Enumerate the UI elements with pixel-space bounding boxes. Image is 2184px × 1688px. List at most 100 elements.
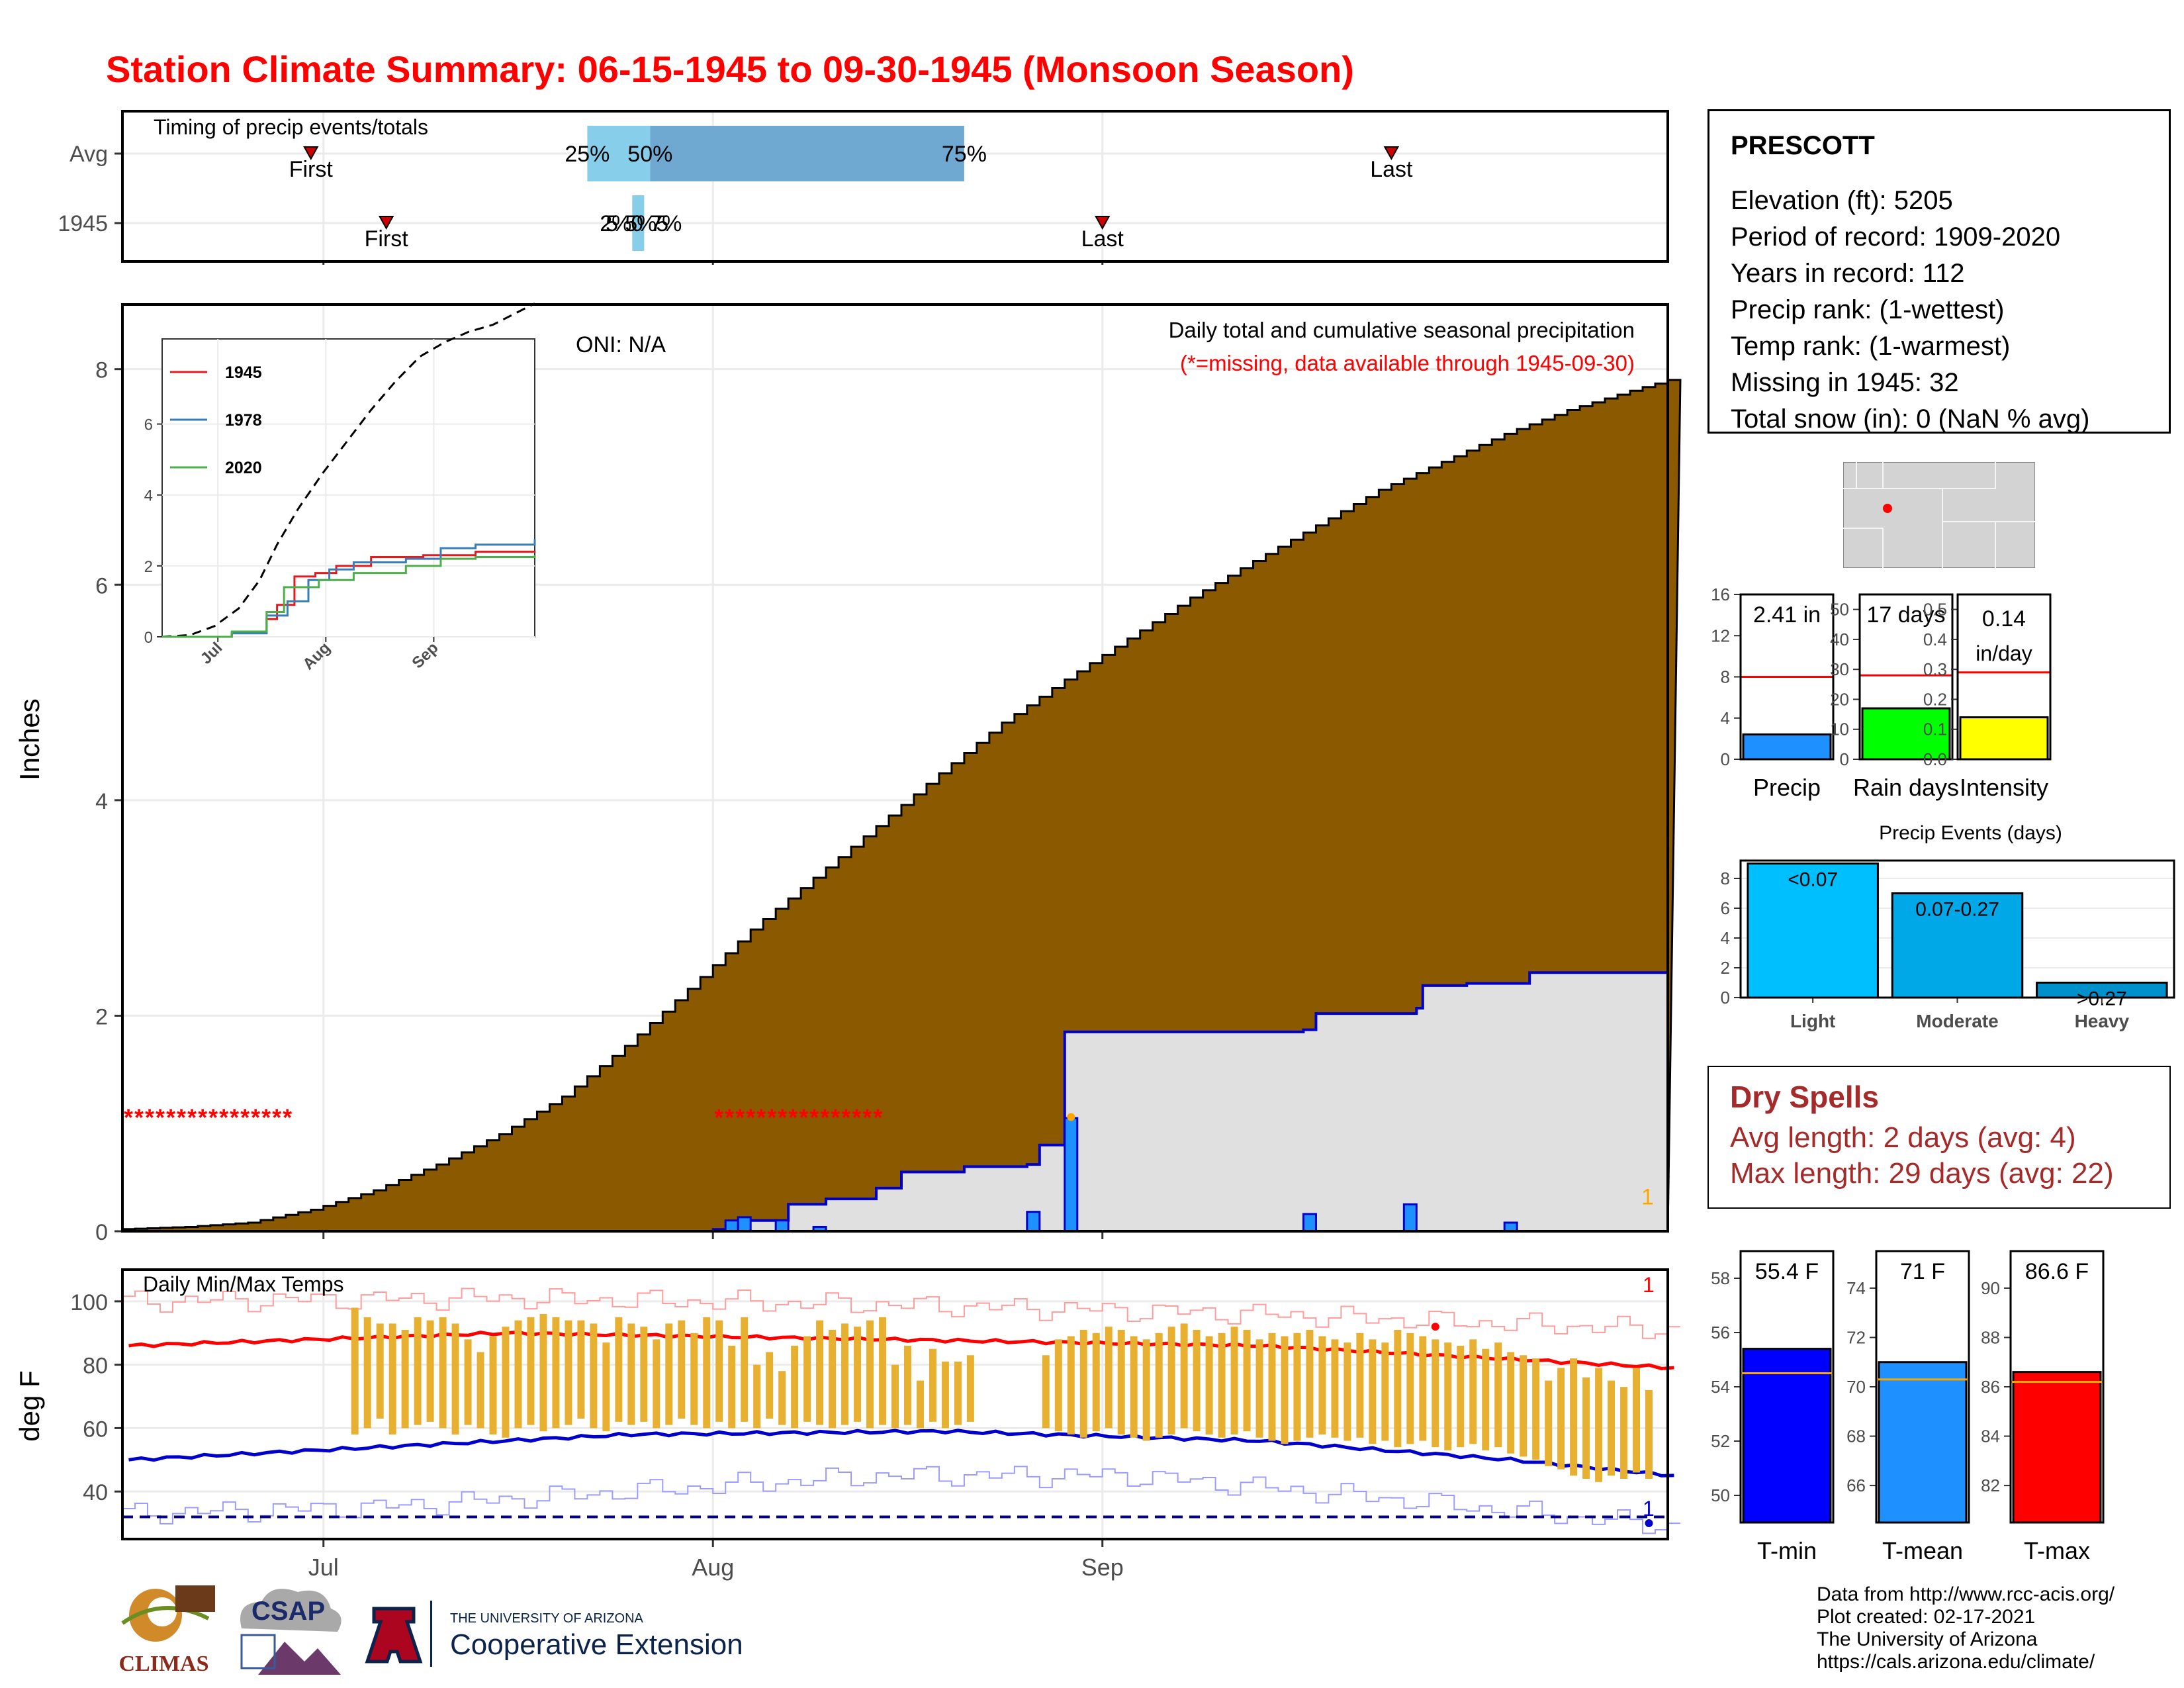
daily-temp-bar [640,1327,648,1422]
daily-temp-bar [703,1317,711,1429]
daily-temp-bar [1268,1333,1276,1441]
daily-precip-bar [1302,1213,1317,1233]
gauge-tick-label: 20 [1830,689,1849,709]
station-info-box: PRESCOTT Elevation (ft): 5205 Period of … [1707,109,2171,434]
inset-series-avg [161,303,535,638]
gauge-tick-label: 54 [1711,1377,1730,1397]
gauge-tick-label: 68 [1846,1427,1866,1446]
daily-temp-bar [728,1345,736,1429]
daily-temp-bar [539,1314,547,1432]
gauge-tick-label: 40 [1830,630,1849,649]
gauge-bar-Intensity [1959,716,2049,761]
temp-x-tick-label: Jul [308,1554,339,1581]
dry-spells-avg: Avg length: 2 days (avg: 4) [1730,1121,2076,1154]
daily-temp-bar [665,1323,673,1425]
temp-corner-bottom: 1 [1643,1497,1655,1521]
events-y-tick-label: 8 [1721,868,1730,888]
daily-precip-bar [1402,1203,1418,1233]
daily-temp-bar [753,1364,761,1429]
gauge-value-label: 55.4 F [1755,1259,1819,1284]
precip-chart: 0 2 4 6 8 **************** **************** 1 0 2… [95,303,1682,1244]
daily-temp-bar [1394,1329,1402,1448]
gauge-tick-label: 8 [1721,667,1730,687]
daily-temp-bar [627,1323,635,1425]
gauge-frame [1956,593,2052,761]
daily-temp-bar [715,1320,723,1422]
daily-temp-bar [502,1327,510,1438]
gauge-tick-label: 82 [1981,1476,2000,1495]
daily-temp-bar [401,1329,409,1429]
record-low-marker [1645,1519,1653,1528]
daily-temp-bar [1067,1336,1075,1434]
daily-temp-bar [1532,1358,1540,1460]
daily-temp-bar [565,1320,572,1425]
daily-temp-bar [439,1317,447,1429]
credit-url: https://cals.arizona.edu/climate/ [1817,1651,2095,1673]
gauge-name-label: T-min [1757,1537,1817,1564]
temperature-chart: Jul Aug Sep 40 60 80 100 1 1 [70,1268,1680,1581]
timing-row-label: 1945 [58,211,108,236]
gauge-name-label: Intensity [1960,774,2048,801]
daily-temp-bar [879,1317,887,1425]
daily-temp-bar [1381,1342,1389,1441]
events-frame [1739,859,2175,999]
daily-temp-bar [1419,1336,1427,1441]
gauge-tick-label: 88 [1981,1327,2000,1347]
daily-temp-bar [854,1327,862,1422]
gauge-bar-T-min [1742,1348,1832,1524]
daily-temp-bar [891,1364,899,1429]
daily-temp-bar [1117,1329,1125,1434]
daily-temp-bar [615,1317,623,1422]
avg-cumulative-area [121,379,1682,1233]
gauge-value-label: 17 days [1866,602,1945,628]
daily-temp-bar [1595,1368,1603,1482]
precip-rank-line: Precip rank: (1-wettest) [1731,295,2005,324]
avg-last-label: Last [1370,157,1413,182]
daily-temp-bar [1281,1336,1289,1444]
gauge-tick-label: 72 [1846,1327,1866,1347]
gauge-tick-label: 84 [1981,1427,2000,1446]
events-y-tick-label: 2 [1721,958,1730,978]
daily-temp-bar [426,1320,434,1422]
timing-panel-label: Timing of precip events/totals [154,115,428,139]
avg-first-marker [303,146,319,161]
temp-y-tick-label: 40 [83,1480,108,1505]
daily-temp-bar [414,1317,422,1425]
daily-temp-bar [489,1336,497,1434]
credit-data-source: Data from http://www.rcc-acis.org/ [1817,1583,2115,1605]
events-category-label: Moderate [1916,1011,1998,1031]
precip-x-tick-label: Aug [712,1230,713,1232]
gauge-frame [1875,1250,1970,1524]
avg-50-75-bar [650,126,964,181]
daily-temp-bar [1079,1329,1087,1438]
daily-temp-bar [778,1371,786,1425]
daily-temp-bar [916,1380,924,1429]
elevation-line: Elevation (ft): 5205 [1731,186,1953,215]
ua-logo [361,1602,427,1671]
timing-row-label: Avg [69,142,108,167]
temp-chart-label: Daily Min/Max Temps [143,1272,344,1296]
ua-logo-small-text: THE UNIVERSITY OF ARIZONA [450,1611,643,1626]
station-details: Elevation (ft): 5205 Period of record: 1… [1731,183,2089,438]
daily-temp-bar [514,1320,522,1429]
gauge-tick-label: 16 [1711,585,1730,604]
gauge-tick-label: 30 [1830,659,1849,679]
gauge-tick-label: 0.5 [1923,600,1947,620]
location-map [1843,462,2035,568]
daily-temp-bar [1582,1377,1590,1479]
daily-temp-bar [388,1323,396,1434]
inset-y-tick-label: 6 [144,416,153,434]
temp-y-axis-label: deg F [14,1370,45,1442]
daily-temp-bar [829,1329,837,1429]
gauge-tick-label: 0.0 [1923,749,1947,769]
daily-temp-bar [1105,1327,1113,1429]
daily-temp-bar [552,1317,560,1429]
year-pct-bar [632,195,645,251]
inset-legend-label: 1945 [225,363,262,382]
chart-subtitle: Daily total and cumulative seasonal prec… [1168,318,1635,342]
temp-y-tick-label: 80 [83,1354,108,1379]
gauge-tick-label: 0.3 [1923,659,1947,679]
gauge-tick-label: 4 [1721,708,1730,728]
gauge-tick-label: 70 [1846,1377,1866,1397]
daily-precip-bar [1064,1117,1079,1233]
